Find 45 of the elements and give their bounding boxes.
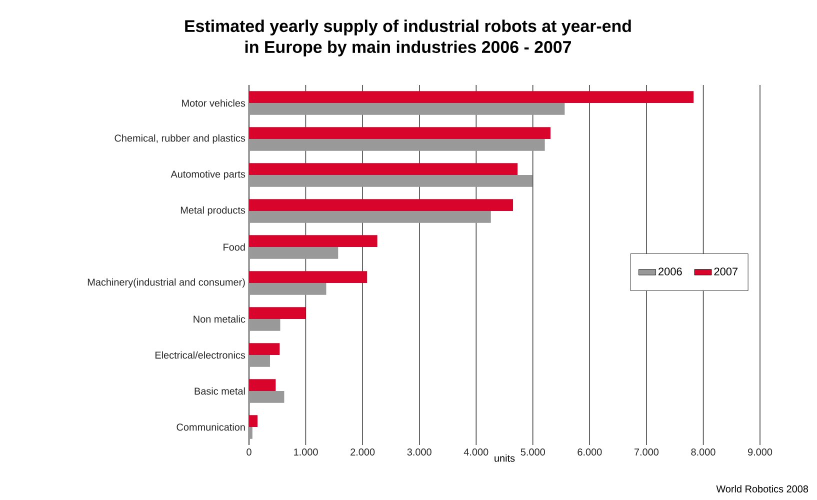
bar xyxy=(249,415,258,428)
x-tick-label: 7.000 xyxy=(634,448,659,456)
x-tick-label: 9.000 xyxy=(748,448,772,456)
bar xyxy=(249,271,368,284)
bar xyxy=(249,247,338,259)
bar xyxy=(249,163,518,176)
bar xyxy=(249,91,694,104)
x-axis-title: units xyxy=(494,454,515,462)
bar xyxy=(249,343,280,356)
bar xyxy=(249,127,550,140)
x-tick-label: 6.000 xyxy=(578,448,602,456)
x-tick-label: 8.000 xyxy=(691,448,716,456)
bar xyxy=(249,103,565,115)
x-tick-label: 4.000 xyxy=(464,448,488,456)
bar xyxy=(249,379,276,392)
bar xyxy=(249,211,491,223)
y-tick-label: Non metalic xyxy=(194,315,246,323)
y-tick-label: Motor vehicles xyxy=(182,99,246,107)
x-tick-label: 3.000 xyxy=(407,448,432,456)
bar xyxy=(249,139,545,151)
legend-label: 2007 xyxy=(714,268,738,276)
y-tick-label: Chemical, rubber and plastics xyxy=(114,134,246,144)
bar xyxy=(249,235,378,248)
bar xyxy=(249,175,532,187)
y-tick-label: Electrical/electronics xyxy=(155,351,246,359)
y-tick-label: Food xyxy=(224,243,245,251)
bar xyxy=(249,391,284,403)
x-tick-label: 5.000 xyxy=(520,448,545,456)
bar xyxy=(249,283,326,295)
x-tick-label: 0 xyxy=(246,448,252,456)
y-tick-label: Machinery(industrial and consumer) xyxy=(88,278,245,288)
bar xyxy=(249,307,306,320)
chart-title: Estimated yearly supply of industrial robots at year-end in Europe by main industries 2006 - 2007 xyxy=(185,20,631,56)
y-tick-label: Metal products xyxy=(180,206,246,216)
x-tick-label: 1.000 xyxy=(294,448,318,456)
y-tick-label: Automotive parts xyxy=(170,170,246,180)
bar xyxy=(249,427,252,439)
y-tick-label: Basic metal xyxy=(194,387,245,395)
text: World Robotics 2008 xyxy=(716,485,808,492)
y-tick-label: Communication xyxy=(176,423,245,431)
x-tick-label: 2.000 xyxy=(350,448,375,456)
legend-label: 2006 xyxy=(658,268,682,276)
bar xyxy=(249,355,270,367)
bar xyxy=(249,319,280,331)
bar xyxy=(249,199,514,212)
